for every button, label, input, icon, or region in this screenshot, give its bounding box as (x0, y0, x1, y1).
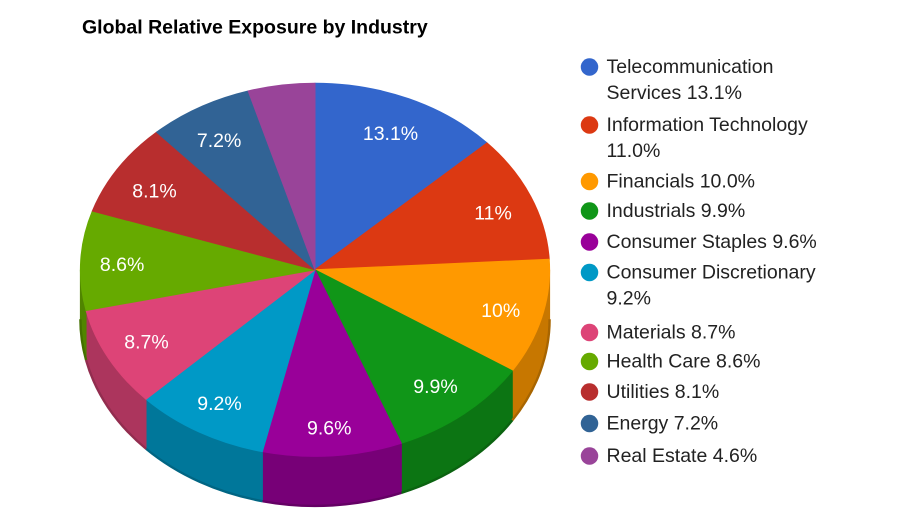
svg-text:8.7%: 8.7% (124, 332, 168, 354)
svg-text:9.2%: 9.2% (607, 288, 651, 310)
svg-text:Industrials 9.9%: Industrials 9.9% (607, 200, 746, 222)
svg-text:8.6%: 8.6% (100, 254, 144, 276)
svg-text:8.1%: 8.1% (132, 181, 176, 203)
svg-text:Health Care 8.6%: Health Care 8.6% (607, 351, 761, 373)
svg-text:Real Estate 4.6%: Real Estate 4.6% (607, 445, 758, 467)
svg-text:11%: 11% (474, 203, 512, 225)
svg-text:Financials 10.0%: Financials 10.0% (607, 171, 756, 193)
svg-text:Energy 7.2%: Energy 7.2% (607, 413, 719, 435)
svg-text:9.2%: 9.2% (197, 393, 241, 415)
svg-text:9.6%: 9.6% (307, 418, 351, 440)
svg-text:13.1%: 13.1% (363, 123, 418, 145)
svg-text:7.2%: 7.2% (197, 130, 241, 152)
svg-text:Utilities 8.1%: Utilities 8.1% (607, 381, 720, 403)
svg-text:Global Relative Exposure by In: Global Relative Exposure by Industry (82, 17, 428, 39)
svg-text:Consumer Staples 9.6%: Consumer Staples 9.6% (607, 231, 817, 253)
svg-text:Materials 8.7%: Materials 8.7% (607, 322, 736, 344)
svg-text:10%: 10% (481, 300, 520, 322)
svg-text:Telecommunication: Telecommunication (607, 56, 774, 78)
svg-text:Information Technology: Information Technology (607, 114, 809, 136)
svg-text:11.0%: 11.0% (607, 140, 661, 162)
svg-text:Services 13.1%: Services 13.1% (607, 82, 742, 104)
svg-text:Consumer Discretionary: Consumer Discretionary (607, 262, 816, 284)
svg-text:9.9%: 9.9% (413, 376, 457, 398)
